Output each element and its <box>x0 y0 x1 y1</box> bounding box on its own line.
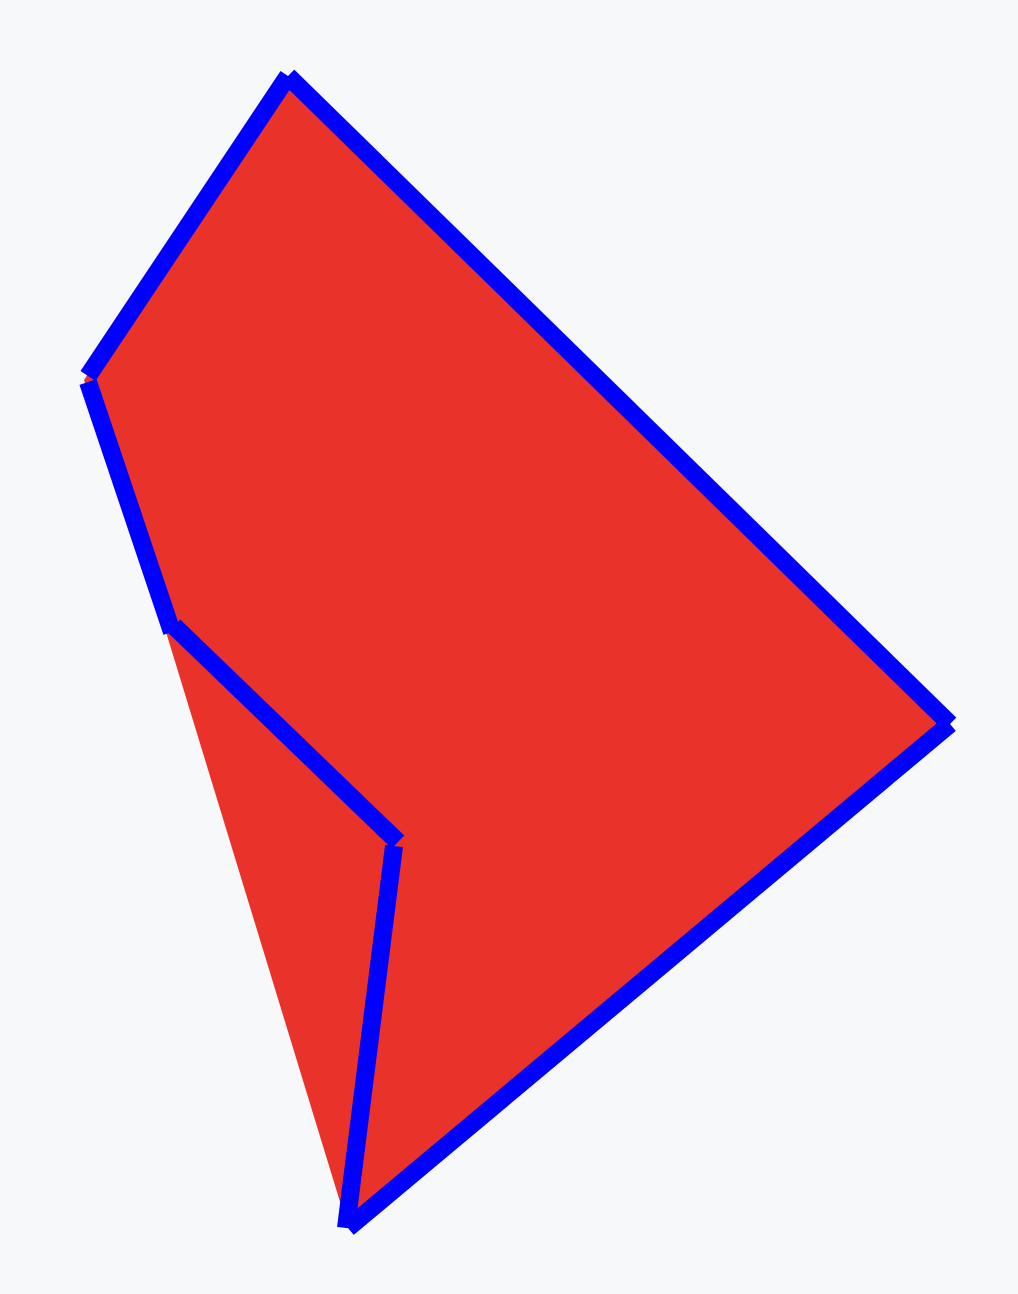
outline-edge-bottom-right <box>342 717 956 1235</box>
red-filled-shape <box>84 76 950 1228</box>
outline-edge-inner-notch <box>167 619 405 849</box>
outline-edge-top-right <box>281 69 957 731</box>
outline-edge-left-lower <box>79 379 181 635</box>
blue-outline <box>79 69 957 1235</box>
outline-edge-left-upper <box>80 71 296 381</box>
outline-edge-bottom-inner <box>337 844 403 1230</box>
